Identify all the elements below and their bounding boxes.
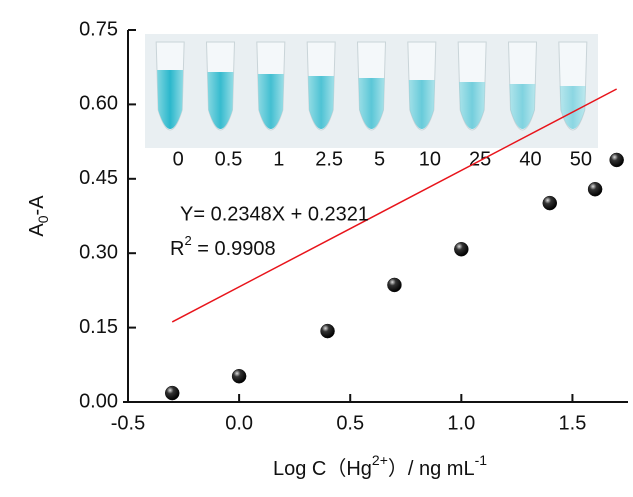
data-point <box>164 385 180 401</box>
tube-liquid <box>308 76 335 129</box>
tube-label: 1 <box>273 148 284 170</box>
y-tick-label: 0.00 <box>79 390 118 412</box>
tube-label: 50 <box>570 148 592 170</box>
y-tick-label: 0.15 <box>79 316 118 338</box>
plot-area: 0.00 0.15 0.30 0.45 0.60 0.75 -0.5 0.0 0.5 1.0 1.5 <box>79 18 628 434</box>
x-tick-label: 1.5 <box>559 412 587 434</box>
y-axis-label: A0-A <box>26 195 50 237</box>
data-point <box>387 277 402 293</box>
tube-label: 0 <box>173 148 184 170</box>
tube-liquid <box>358 78 385 129</box>
x-label-b: 2+ <box>372 452 388 468</box>
y-label-a: A <box>26 223 48 237</box>
tube-liquid <box>559 86 586 129</box>
data-point <box>320 323 335 339</box>
x-axis-label: Log C（Hg2+）/ ng mL-1 <box>273 452 487 481</box>
x-tick-label: 0.0 <box>225 412 253 434</box>
tube-liquid <box>157 70 184 129</box>
tube-label: 40 <box>519 148 541 170</box>
x-tick-label: 1.0 <box>447 412 475 434</box>
tube-label: 2.5 <box>315 148 343 170</box>
inset-photo: 0 0.5 1 2.5 5 10 25 40 50 <box>145 34 598 170</box>
y-tick-label: 0.75 <box>79 18 118 40</box>
tube-liquid <box>207 72 234 129</box>
tube-liquid <box>257 74 284 129</box>
y-tick-label: 0.60 <box>79 93 118 115</box>
tube-label: 0.5 <box>215 148 243 170</box>
r2-a: R <box>170 238 184 260</box>
data-point <box>231 368 247 384</box>
fit-line <box>171 88 618 323</box>
y-label-b: 0 <box>35 215 51 223</box>
y-tick-label: 0.45 <box>79 167 118 189</box>
equation: Y= 0.2348X + 0.2321 <box>180 203 369 225</box>
tube-liquid <box>509 84 536 129</box>
r-squared: R2 = 0.9908 <box>170 233 276 260</box>
y-label-c: -A <box>26 195 48 216</box>
x-label-d: -1 <box>475 452 488 468</box>
tube-label: 25 <box>469 148 491 170</box>
y-tick-label: 0.30 <box>79 241 118 263</box>
data-point <box>587 181 603 197</box>
x-label-a: Log C（Hg <box>273 457 372 480</box>
r2-c: = 0.9908 <box>192 238 276 260</box>
tube-liquid <box>459 82 486 129</box>
data-point <box>454 241 469 257</box>
x-label-c: ）/ ng mL <box>388 457 475 480</box>
x-tick-label: -0.5 <box>111 412 145 434</box>
r2-b: 2 <box>184 233 191 248</box>
data-point <box>609 152 624 168</box>
tube-label: 5 <box>374 148 385 170</box>
tube-liquid <box>408 80 435 129</box>
tube-label: 10 <box>419 148 441 170</box>
data-point <box>542 195 558 211</box>
x-tick-label: 0.5 <box>336 412 364 434</box>
